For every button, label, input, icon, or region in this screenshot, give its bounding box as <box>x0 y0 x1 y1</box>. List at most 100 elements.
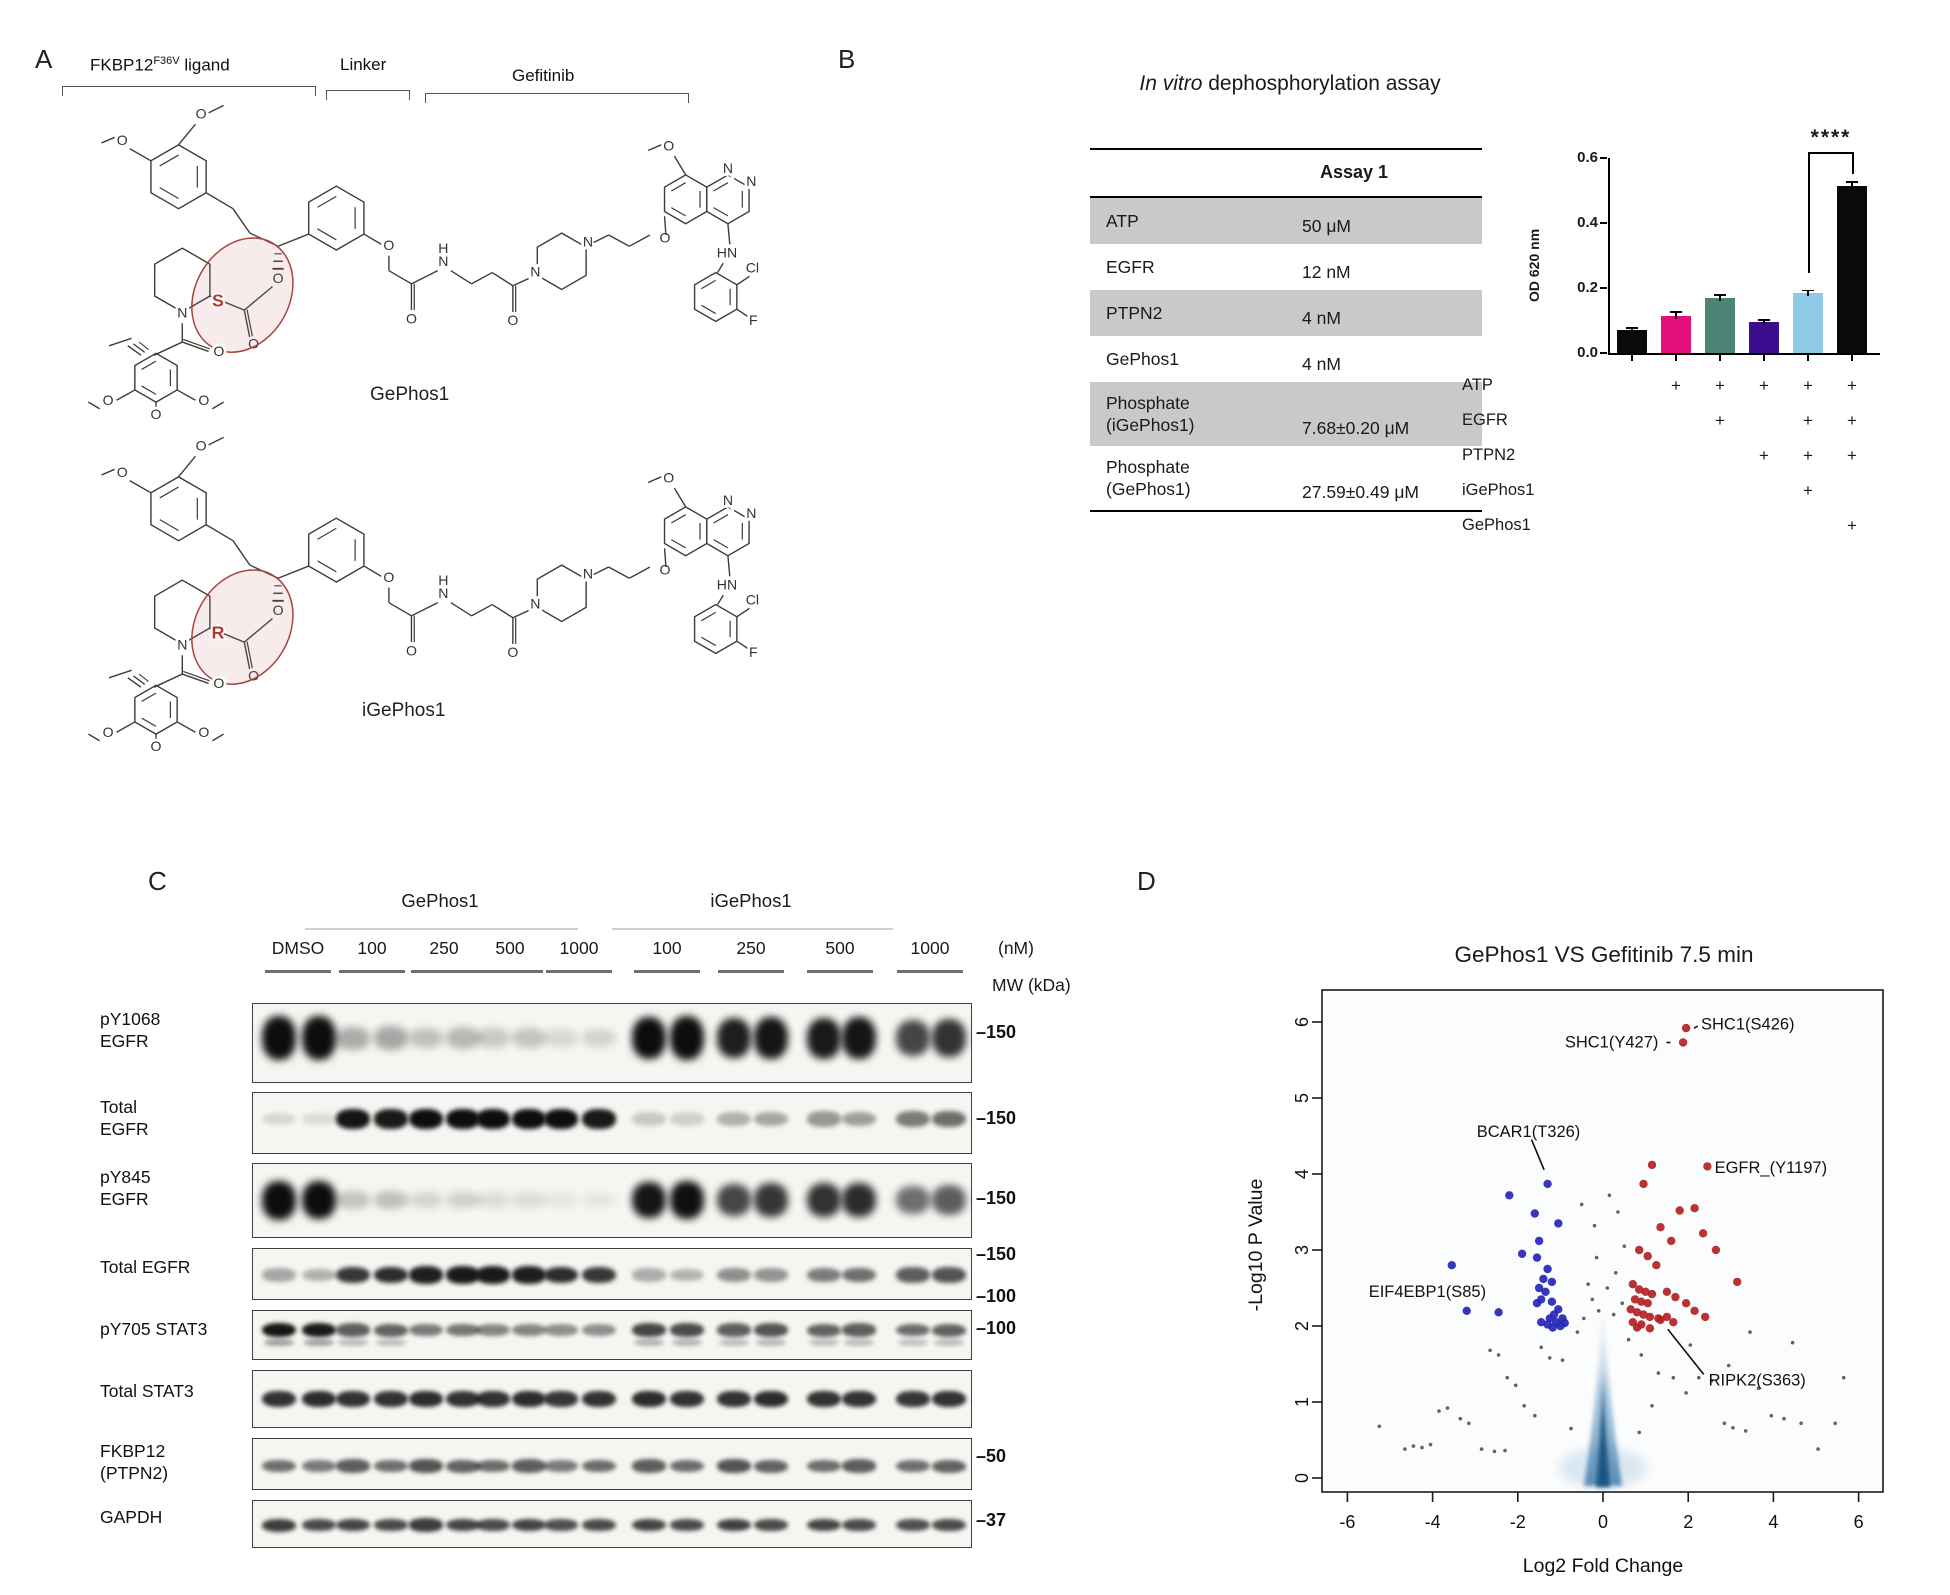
band <box>842 1391 876 1407</box>
band <box>336 1109 370 1129</box>
significance-stars: **** <box>1810 126 1852 149</box>
band <box>932 1391 966 1407</box>
scatter-point-not-significant <box>1458 1416 1463 1421</box>
unit-label: (nM) <box>998 938 1034 958</box>
linker-bracket <box>326 90 410 100</box>
annotation-label: SHC1(S426) <box>1701 1015 1795 1033</box>
band <box>262 1268 296 1282</box>
band <box>446 1323 480 1337</box>
scatter-point-decreased <box>1547 1297 1557 1306</box>
annotation-label: RIPK2(S363) <box>1709 1372 1806 1390</box>
x-tick-label: -6 <box>1339 1512 1355 1532</box>
group-line-gephos1 <box>305 928 578 930</box>
blot-label-line: Total EGFR <box>100 1257 191 1277</box>
blot-box <box>252 1500 972 1548</box>
scatter-point-increased <box>1628 1280 1638 1289</box>
band <box>717 1459 751 1473</box>
scatter-point-increased <box>1647 1160 1657 1170</box>
scatter-point-increased <box>1671 1292 1680 1302</box>
band <box>717 1184 751 1216</box>
atom-label: N <box>438 585 448 601</box>
annotation-label: BCAR1(T326) <box>1477 1123 1581 1141</box>
table-header-row: Assay 1 <box>1090 148 1482 198</box>
band <box>807 1111 841 1127</box>
band <box>336 1459 370 1473</box>
scatter-point-not-significant <box>1548 1356 1552 1360</box>
table-row-label-line: Phosphate <box>1106 457 1190 477</box>
y-tick <box>1600 352 1607 354</box>
band <box>374 1026 408 1050</box>
blot-label: Total EGFR <box>100 1256 250 1278</box>
scatter-point-decreased <box>1541 1287 1550 1297</box>
band <box>896 1111 930 1127</box>
scatter-point-increased <box>1703 1162 1712 1171</box>
band <box>476 1109 510 1129</box>
scatter-point-not-significant <box>1594 1255 1599 1260</box>
scatter-point-increased <box>1711 1245 1721 1255</box>
scatter-point-increased <box>1681 1299 1691 1308</box>
band-doublet <box>844 1339 874 1346</box>
error-bar <box>1763 319 1765 326</box>
atom-label: O <box>406 642 417 658</box>
scatter-point-not-significant <box>1605 1286 1610 1290</box>
table-row-label: GePhos1 <box>1106 336 1179 382</box>
atom-label: H <box>438 240 448 256</box>
scatter-point-not-significant <box>1841 1375 1846 1380</box>
gephos1-structure: OOOONOSOOOOONHONNOONNHNClF <box>58 96 763 425</box>
band <box>512 1518 546 1532</box>
band <box>262 1016 296 1060</box>
blot-label-line: Total STAT3 <box>100 1381 194 1401</box>
scatter-point-increased <box>1690 1306 1699 1316</box>
table-row: GePhos1 4 nM <box>1090 336 1482 382</box>
scatter-point-not-significant <box>1488 1348 1492 1353</box>
band <box>842 1267 876 1283</box>
band <box>262 1518 296 1532</box>
scatter-point-increased <box>1643 1251 1652 1261</box>
blot-label-line: pY705 STAT3 <box>100 1319 208 1339</box>
band <box>512 1109 546 1129</box>
band <box>262 1322 296 1338</box>
band <box>544 1266 578 1284</box>
scatter-point-decreased <box>1505 1191 1514 1200</box>
band <box>446 1459 480 1473</box>
scatter-point-increased <box>1656 1315 1665 1325</box>
atom-label: O <box>196 106 207 122</box>
band <box>754 1268 788 1282</box>
atom-label: O <box>383 237 394 253</box>
blot-label-line: Total <box>100 1097 137 1117</box>
band <box>302 1268 336 1282</box>
band <box>632 1323 666 1337</box>
x-tick <box>1631 355 1633 361</box>
table-row-label-line: GePhos1 <box>1106 349 1179 369</box>
band <box>807 1183 841 1217</box>
band <box>512 1028 546 1048</box>
matrix-plus: + <box>1803 411 1813 430</box>
matrix-row-label: EGFR <box>1462 411 1508 429</box>
band <box>544 1518 578 1532</box>
band <box>670 1112 704 1126</box>
blot-label: pY1068 EGFR <box>100 1008 250 1052</box>
atom-label: O <box>151 406 162 420</box>
table-row-label-line: EGFR <box>1106 257 1155 277</box>
matrix-plus: + <box>1671 376 1681 395</box>
band <box>374 1518 408 1532</box>
blot-label: pY705 STAT3 <box>100 1318 250 1340</box>
band <box>670 1391 704 1407</box>
band <box>512 1266 546 1284</box>
atom-label: O <box>663 137 674 153</box>
scatter-point-not-significant <box>1569 1426 1573 1431</box>
band-doublet <box>376 1339 406 1346</box>
band <box>512 1390 546 1408</box>
band <box>476 1192 510 1208</box>
scatter-point-not-significant <box>1743 1429 1748 1433</box>
table-row-value: 4 nM <box>1302 308 1341 328</box>
scatter-point-decreased <box>1543 1179 1552 1189</box>
atom-label: O <box>273 270 284 286</box>
scatter-point-not-significant <box>1513 1383 1518 1388</box>
band <box>446 1109 480 1129</box>
y-axis <box>1608 158 1610 355</box>
error-bar-cap <box>1802 289 1814 292</box>
band <box>409 1518 443 1532</box>
band <box>512 1459 546 1473</box>
table-row-label-line: ATP <box>1106 211 1139 231</box>
